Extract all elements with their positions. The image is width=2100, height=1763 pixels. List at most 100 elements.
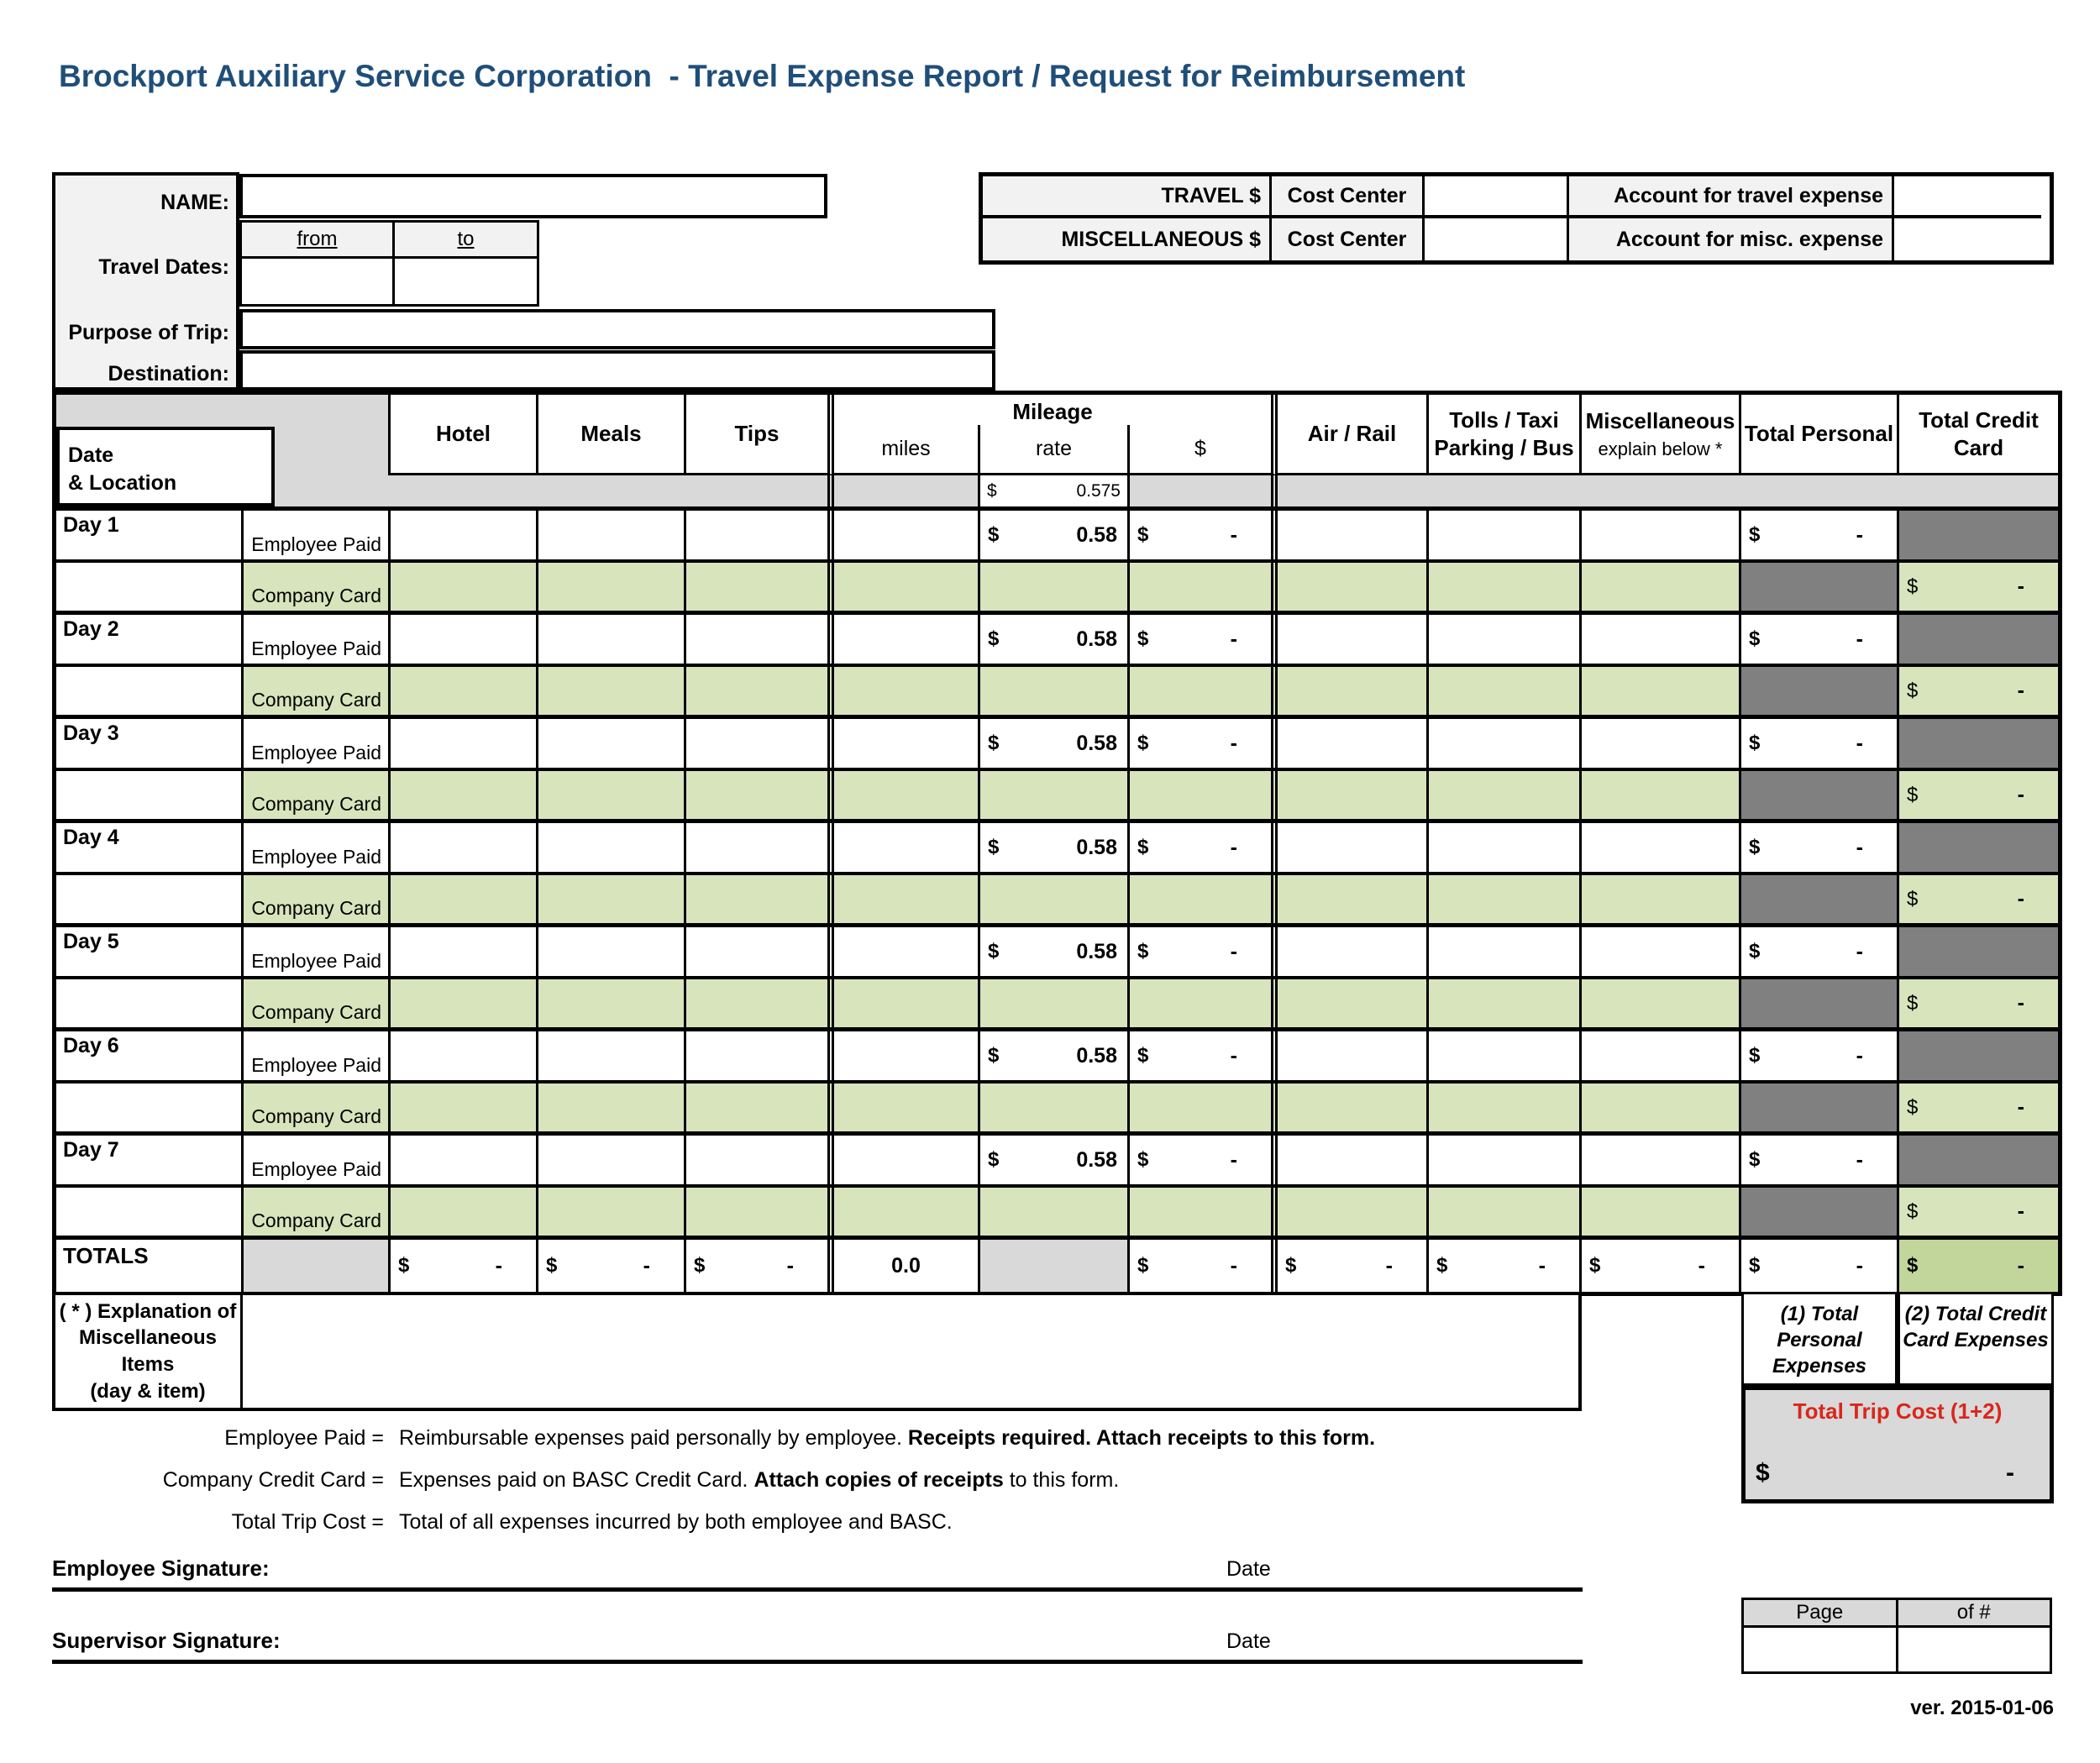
tolls-input-cell[interactable]	[1429, 615, 1582, 664]
date-location-input-cell[interactable]	[56, 563, 244, 611]
rate-input-cell[interactable]	[980, 1084, 1130, 1131]
tolls-input-cell[interactable]	[1429, 927, 1582, 976]
hotel-input-cell[interactable]	[391, 1084, 538, 1131]
air-rail-input-cell[interactable]	[1278, 1084, 1429, 1131]
travel-cost-center-input[interactable]	[1425, 176, 1569, 218]
tips-input-cell[interactable]	[686, 1031, 834, 1080]
miles-input-cell[interactable]	[834, 1031, 980, 1080]
misc-input-cell[interactable]	[1582, 1188, 1741, 1236]
miles-input-cell[interactable]	[834, 615, 980, 664]
air-rail-input-cell[interactable]	[1278, 667, 1429, 715]
air-rail-input-cell[interactable]	[1278, 875, 1429, 923]
meals-input-cell[interactable]	[538, 823, 686, 872]
tolls-input-cell[interactable]	[1429, 1136, 1582, 1184]
date-from-input[interactable]	[239, 256, 395, 307]
meals-input-cell[interactable]	[538, 563, 686, 611]
miles-input-cell[interactable]	[834, 1136, 980, 1184]
air-rail-input-cell[interactable]	[1278, 1188, 1429, 1236]
misc-account-input[interactable]	[1894, 218, 2041, 260]
page-total-input[interactable]	[1898, 1628, 2050, 1671]
tips-input-cell[interactable]	[686, 667, 834, 715]
tips-input-cell[interactable]	[686, 1084, 834, 1131]
hotel-input-cell[interactable]	[391, 927, 538, 976]
rate-input-cell[interactable]	[980, 771, 1130, 819]
hotel-input-cell[interactable]	[391, 1188, 538, 1236]
tips-input-cell[interactable]	[686, 771, 834, 819]
tolls-input-cell[interactable]	[1429, 771, 1582, 819]
misc-explanation-input[interactable]	[243, 1295, 1578, 1408]
date-location-input-cell[interactable]	[56, 771, 244, 819]
air-rail-input-cell[interactable]	[1278, 563, 1429, 611]
miles-input-cell[interactable]	[834, 511, 980, 559]
air-rail-input-cell[interactable]	[1278, 927, 1429, 976]
hotel-input-cell[interactable]	[391, 719, 538, 768]
meals-input-cell[interactable]	[538, 615, 686, 664]
air-rail-input-cell[interactable]	[1278, 771, 1429, 819]
hotel-input-cell[interactable]	[391, 615, 538, 664]
tips-input-cell[interactable]	[686, 823, 834, 872]
hotel-input-cell[interactable]	[391, 667, 538, 715]
hotel-input-cell[interactable]	[391, 823, 538, 872]
meals-input-cell[interactable]	[538, 1084, 686, 1131]
misc-input-cell[interactable]	[1582, 511, 1741, 559]
air-rail-input-cell[interactable]	[1278, 511, 1429, 559]
travel-account-input[interactable]	[1894, 176, 2041, 218]
tolls-input-cell[interactable]	[1429, 823, 1582, 872]
meals-input-cell[interactable]	[538, 771, 686, 819]
hotel-input-cell[interactable]	[391, 563, 538, 611]
tolls-input-cell[interactable]	[1429, 667, 1582, 715]
air-rail-input-cell[interactable]	[1278, 823, 1429, 872]
miles-input-cell[interactable]	[834, 719, 980, 768]
miles-input-cell[interactable]	[834, 927, 980, 976]
meals-input-cell[interactable]	[538, 719, 686, 768]
miles-input-cell[interactable]	[834, 823, 980, 872]
misc-input-cell[interactable]	[1582, 719, 1741, 768]
misc-input-cell[interactable]	[1582, 1136, 1741, 1184]
tips-input-cell[interactable]	[686, 1188, 834, 1236]
misc-input-cell[interactable]	[1582, 771, 1741, 819]
tolls-input-cell[interactable]	[1429, 1188, 1582, 1236]
employee-signature-line[interactable]	[52, 1587, 1583, 1592]
hotel-input-cell[interactable]	[391, 979, 538, 1027]
rate-input-cell[interactable]	[980, 1188, 1130, 1236]
meals-input-cell[interactable]	[538, 667, 686, 715]
hotel-input-cell[interactable]	[391, 771, 538, 819]
misc-input-cell[interactable]	[1582, 1031, 1741, 1080]
air-rail-input-cell[interactable]	[1278, 719, 1429, 768]
tips-input-cell[interactable]	[686, 979, 834, 1027]
meals-input-cell[interactable]	[538, 511, 686, 559]
meals-input-cell[interactable]	[538, 1136, 686, 1184]
name-input[interactable]	[239, 174, 827, 218]
air-rail-input-cell[interactable]	[1278, 615, 1429, 664]
misc-input-cell[interactable]	[1582, 979, 1741, 1027]
misc-input-cell[interactable]	[1582, 615, 1741, 664]
tips-input-cell[interactable]	[686, 927, 834, 976]
hotel-input-cell[interactable]	[391, 511, 538, 559]
supervisor-signature-line[interactable]	[52, 1660, 1583, 1664]
miles-input-cell[interactable]	[834, 979, 980, 1027]
meals-input-cell[interactable]	[538, 979, 686, 1027]
tips-input-cell[interactable]	[686, 511, 834, 559]
miles-input-cell[interactable]	[834, 771, 980, 819]
tips-input-cell[interactable]	[686, 1136, 834, 1184]
tips-input-cell[interactable]	[686, 563, 834, 611]
tolls-input-cell[interactable]	[1429, 875, 1582, 923]
rate-input-cell[interactable]	[980, 563, 1130, 611]
tips-input-cell[interactable]	[686, 875, 834, 923]
tolls-input-cell[interactable]	[1429, 979, 1582, 1027]
date-location-input-cell[interactable]	[56, 875, 244, 923]
hotel-input-cell[interactable]	[391, 1031, 538, 1080]
miles-input-cell[interactable]	[834, 1084, 980, 1131]
miles-input-cell[interactable]	[834, 875, 980, 923]
date-location-input-cell[interactable]	[56, 667, 244, 715]
date-location-input-cell[interactable]	[56, 1084, 244, 1131]
misc-input-cell[interactable]	[1582, 1084, 1741, 1131]
miles-input-cell[interactable]	[834, 563, 980, 611]
misc-input-cell[interactable]	[1582, 667, 1741, 715]
destination-input[interactable]	[239, 350, 995, 391]
hotel-input-cell[interactable]	[391, 875, 538, 923]
meals-input-cell[interactable]	[538, 927, 686, 976]
tolls-input-cell[interactable]	[1429, 1031, 1582, 1080]
air-rail-input-cell[interactable]	[1278, 979, 1429, 1027]
hotel-input-cell[interactable]	[391, 1136, 538, 1184]
